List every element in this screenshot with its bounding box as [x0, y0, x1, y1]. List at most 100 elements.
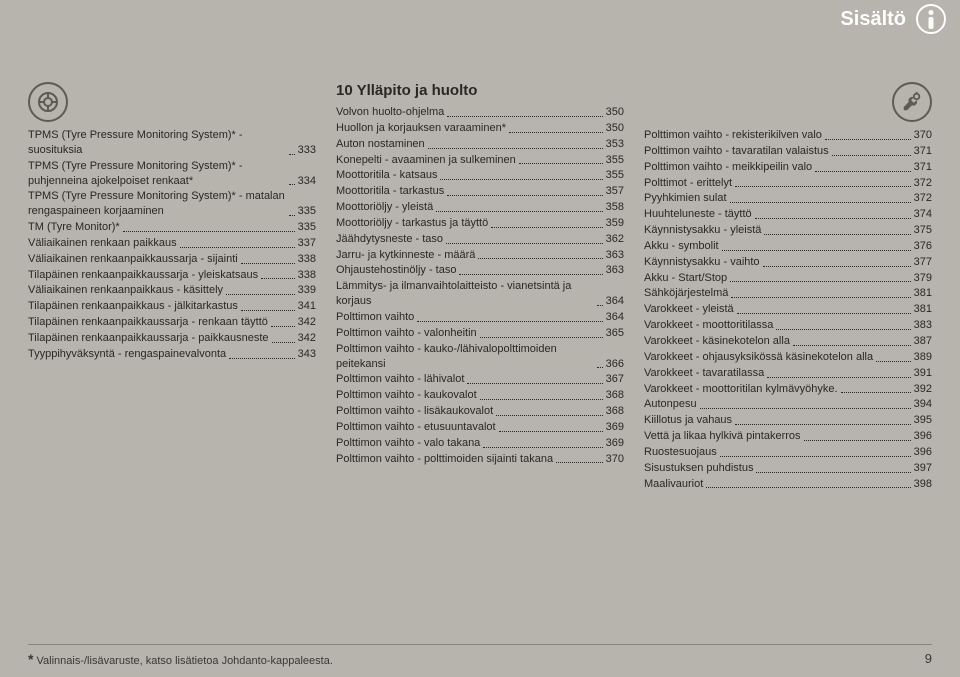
toc-dots — [825, 139, 911, 140]
toc-item[interactable]: Tilapäinen renkaanpaikkaussarja - paikka… — [28, 331, 316, 346]
toc-item[interactable]: Moottoritila - tarkastus357 — [336, 184, 624, 199]
toc-dots — [519, 163, 603, 164]
toc-item[interactable]: Väliaikainen renkaanpaikkaussarja - sija… — [28, 252, 316, 267]
toc-item[interactable]: Käynnistysakku - vaihto377 — [644, 255, 932, 270]
toc-item[interactable]: Sähköjärjestelmä381 — [644, 286, 932, 301]
toc-dots — [483, 447, 602, 448]
toc-item[interactable]: Varokkeet - ohjausyksikössä käsinekotelo… — [644, 350, 932, 365]
toc-item[interactable]: Polttimon vaihto364 — [336, 310, 624, 325]
toc-dots — [731, 297, 910, 298]
info-icon[interactable] — [916, 4, 946, 34]
toc-label: Väliaikainen renkaanpaikkaussarja - sija… — [28, 252, 238, 267]
toc-page: 395 — [914, 413, 932, 428]
toc-item[interactable]: Kiillotus ja vahaus 395 — [644, 413, 932, 428]
toc-dots — [436, 211, 602, 212]
toc-item[interactable]: Huuhteluneste - täyttö374 — [644, 207, 932, 222]
toc-item[interactable]: Pyyhkimien sulat372 — [644, 191, 932, 206]
toc-item[interactable]: TPMS (Tyre Pressure Monitoring System)* … — [28, 128, 316, 158]
toc-page: 337 — [298, 236, 316, 251]
toc-item[interactable]: Varokkeet - käsinekotelon alla387 — [644, 334, 932, 349]
toc-item[interactable]: Varokkeet - moottoritilassa383 — [644, 318, 932, 333]
toc-page: 355 — [606, 153, 624, 168]
toc-item[interactable]: Ruostesuojaus396 — [644, 445, 932, 460]
toc-item[interactable]: Polttimon vaihto - lähivalot367 — [336, 372, 624, 387]
toc-item[interactable]: TPMS (Tyre Pressure Monitoring System)* … — [28, 189, 316, 219]
toc-item[interactable]: Polttimon vaihto - etusuuntavalot369 — [336, 420, 624, 435]
toc-item[interactable]: TM (Tyre Monitor)*335 — [28, 220, 316, 235]
toc-item[interactable]: Polttimon vaihto - rekisterikilven valo3… — [644, 128, 932, 143]
toc-label: Polttimot - erittelyt — [644, 176, 732, 191]
toc-item[interactable]: TPMS (Tyre Pressure Monitoring System)* … — [28, 159, 316, 189]
toc-label: Polttimon vaihto - kauko-/lähivalopoltti… — [336, 342, 594, 372]
toc-dots — [496, 415, 603, 416]
toc-page: 357 — [606, 184, 624, 199]
toc-label: Polttimon vaihto - kaukovalot — [336, 388, 477, 403]
toc-item[interactable]: Polttimon vaihto - lisäkaukovalot368 — [336, 404, 624, 419]
toc-label: Kiillotus ja vahaus — [644, 413, 732, 428]
toc-item[interactable]: Polttimon vaihto - tavaratilan valaistus… — [644, 144, 932, 159]
toc-item[interactable]: Konepelti - avaaminen ja sulkeminen355 — [336, 153, 624, 168]
toc-item[interactable]: Polttimon vaihto - kaukovalot368 — [336, 388, 624, 403]
toc-page: 381 — [914, 302, 932, 317]
toc-label: Polttimon vaihto - tavaratilan valaistus — [644, 144, 829, 159]
toc-item[interactable]: Polttimon vaihto - meikkipeilin valo371 — [644, 160, 932, 175]
toc-dots — [123, 231, 295, 232]
toc-item[interactable]: Tilapäinen renkaanpaikkaussarja - renkaa… — [28, 315, 316, 330]
toc-item[interactable]: Moottoritila - katsaus355 — [336, 168, 624, 183]
toc-item[interactable]: Käynnistysakku - yleistä375 — [644, 223, 932, 238]
toc-label: TM (Tyre Monitor)* — [28, 220, 120, 235]
toc-page: 367 — [606, 372, 624, 387]
toc-page: 379 — [914, 271, 932, 286]
toc-item[interactable]: Auton nostaminen353 — [336, 137, 624, 152]
footnote-text: Valinnais-/lisävaruste, katso lisätietoa… — [37, 655, 333, 667]
toc-item[interactable]: Polttimon vaihto - valo takana369 — [336, 436, 624, 451]
toc-item[interactable]: Tilapäinen renkaanpaikkaus - jälkitarkas… — [28, 299, 316, 314]
toc-item[interactable]: Vettä ja likaa hylkivä pintakerros396 — [644, 429, 932, 444]
toc-item[interactable]: Polttimon vaihto - valonheitin365 — [336, 326, 624, 341]
toc-page: 371 — [914, 144, 932, 159]
toc-item[interactable]: Polttimot - erittelyt372 — [644, 176, 932, 191]
toc-item[interactable]: Tyyppihyväksyntä - rengaspainevalvonta 34… — [28, 347, 316, 362]
toc-item[interactable]: Tilapäinen renkaanpaikkaussarja - yleisk… — [28, 268, 316, 283]
toc-item[interactable]: Jäähdytysneste - taso362 — [336, 232, 624, 247]
toc-item[interactable]: Ohjaustehostinöljy - taso363 — [336, 263, 624, 278]
toc-label: Huollon ja korjauksen varaaminen* — [336, 121, 506, 136]
toc-item[interactable]: Väliaikainen renkaanpaikkaus - käsittely… — [28, 283, 316, 298]
toc-page: 383 — [914, 318, 932, 333]
toc-item[interactable]: Varokkeet - tavaratilassa391 — [644, 366, 932, 381]
toc-label: Varokkeet - yleistä — [644, 302, 734, 317]
toc-page: 343 — [298, 347, 316, 362]
toc-dots — [271, 326, 295, 327]
column-2: 10 Ylläpito ja huolto Volvon huolto-ohje… — [336, 82, 624, 492]
toc-item[interactable]: Akku - symbolit376 — [644, 239, 932, 254]
toc-item[interactable]: Moottoriöljy - yleistä358 — [336, 200, 624, 215]
toc-label: Tilapäinen renkaanpaikkaus - jälkitarkas… — [28, 299, 238, 314]
toc-item[interactable]: Akku - Start/Stop379 — [644, 271, 932, 286]
toc-label: Pyyhkimien sulat — [644, 191, 727, 206]
toc-item[interactable]: Polttimon vaihto - polttimoiden sijainti… — [336, 452, 624, 467]
toc-page: 334 — [298, 174, 316, 189]
toc-item[interactable]: Varokkeet - moottoritilan kylmävyöhyke.3… — [644, 382, 932, 397]
toc-item[interactable]: Maalivauriot398 — [644, 477, 932, 492]
toc-item[interactable]: Polttimon vaihto - kauko-/lähivalopoltti… — [336, 342, 624, 372]
toc-item[interactable]: Väliaikainen renkaan paikkaus337 — [28, 236, 316, 251]
toc-label: Tyyppihyväksyntä - rengaspainevalvonta — [28, 347, 226, 362]
toc-dots — [793, 345, 911, 346]
toc-item[interactable]: Moottoriöljy - tarkastus ja täyttö359 — [336, 216, 624, 231]
toc-page: 359 — [606, 216, 624, 231]
column-1: TPMS (Tyre Pressure Monitoring System)* … — [28, 82, 316, 492]
toc-item[interactable]: Jarru- ja kytkinneste - määrä363 — [336, 248, 624, 263]
toc-item[interactable]: Varokkeet - yleistä 381 — [644, 302, 932, 317]
toc-dots — [597, 367, 603, 368]
toc-page: 368 — [606, 404, 624, 419]
toc-item[interactable]: Volvon huolto-ohjelma350 — [336, 105, 624, 120]
toc-label: Varokkeet - moottoritilan kylmävyöhyke. — [644, 382, 838, 397]
toc-label: Maalivauriot — [644, 477, 703, 492]
toc-item[interactable]: Lämmitys- ja ilmanvaihtolaitteisto - via… — [336, 279, 624, 309]
toc-item[interactable]: Autonpesu394 — [644, 397, 932, 412]
toc-page: 389 — [914, 350, 932, 365]
toc-dots — [737, 313, 911, 314]
toc-item[interactable]: Huollon ja korjauksen varaaminen*350 — [336, 121, 624, 136]
toc-dots — [428, 148, 603, 149]
toc-item[interactable]: Sisustuksen puhdistus397 — [644, 461, 932, 476]
